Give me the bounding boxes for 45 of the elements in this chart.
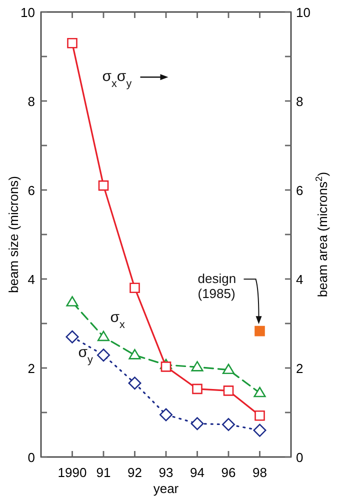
x-tick-label: 94 — [190, 465, 204, 480]
y2-tick-label: 0 — [296, 450, 304, 465]
y-tick-label: 6 — [28, 183, 35, 198]
y-tick-label: 8 — [28, 94, 35, 109]
y2-tick-label: 2 — [296, 361, 304, 376]
x-tick-label: 91 — [96, 465, 111, 480]
point — [130, 282, 140, 294]
point — [254, 410, 265, 421]
x-tick-label: 1990 — [58, 465, 87, 480]
x-axis-title: year — [153, 481, 180, 496]
y-tick-label: 0 — [28, 450, 35, 465]
point — [192, 384, 202, 394]
point — [97, 330, 110, 342]
y-tick-label: 10 — [20, 5, 35, 20]
point — [254, 386, 266, 398]
point — [67, 38, 78, 48]
point — [66, 330, 79, 344]
point — [191, 361, 204, 372]
point — [66, 296, 78, 306]
y2-tick-label: 4 — [296, 272, 304, 287]
y-tick-label: 4 — [28, 272, 35, 287]
point — [97, 348, 110, 362]
point — [160, 408, 172, 422]
point — [190, 417, 204, 430]
x-tick-label: 98 — [252, 465, 267, 480]
x-tick-label: 96 — [221, 465, 236, 480]
x-tick-label: 93 — [158, 465, 174, 480]
point — [160, 362, 172, 372]
series-label: σ$_{x}$σ$_{y}$ — [102, 68, 132, 90]
point — [98, 180, 109, 191]
point — [128, 376, 142, 390]
y2-tick-label: 8 — [296, 94, 304, 109]
series-label: σ$_{x}$ — [110, 309, 126, 332]
text: design (1985) — [198, 271, 236, 302]
y-tick-label: 2 — [28, 361, 35, 376]
point — [128, 349, 141, 360]
x-tick-label: 92 — [128, 465, 142, 480]
point — [253, 424, 266, 437]
y-axis-title: beam size (microns) — [6, 176, 21, 294]
point — [222, 364, 235, 374]
series-label: σ$_{y}$ — [78, 344, 94, 366]
point — [222, 418, 235, 432]
y2-tick-label: 6 — [296, 183, 304, 198]
point — [223, 386, 234, 396]
y2-tick-label: 10 — [296, 5, 310, 20]
